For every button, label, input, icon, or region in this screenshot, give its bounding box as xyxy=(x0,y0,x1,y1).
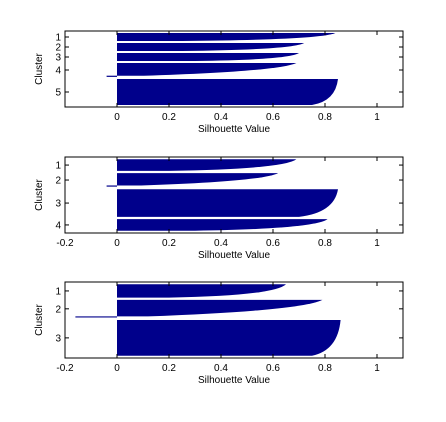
y-axis-label: Cluster xyxy=(34,303,45,335)
x-tick-label: 0.2 xyxy=(162,238,176,249)
cluster-bar-4 xyxy=(117,219,328,231)
cluster-bar-1 xyxy=(117,33,336,41)
y-tick-label: 1 xyxy=(55,33,61,44)
y-tick-label: 3 xyxy=(55,199,61,210)
y-tick-label: 5 xyxy=(55,88,61,99)
y-tick-label: 2 xyxy=(55,43,61,54)
cluster-bar-2 xyxy=(117,299,323,317)
x-axis-label: Silhouette Value xyxy=(198,250,271,261)
y-tick-label: 4 xyxy=(55,220,61,231)
y-tick-label: 3 xyxy=(55,333,61,344)
x-tick-label: 0.6 xyxy=(266,363,280,374)
y-tick-label: 2 xyxy=(55,304,61,315)
x-tick-label: 0.6 xyxy=(266,238,280,249)
x-tick-label: -0.2 xyxy=(56,363,74,374)
silhouette-chart-2: 1 2 3 4 -0.2 0 0.2 0.4 0.6 0.8 1 Silhouette Value Cl… xyxy=(34,156,404,261)
x-tick-label: 0.2 xyxy=(162,112,176,123)
x-tick-label: 0.4 xyxy=(214,238,228,249)
cluster-bar-3 xyxy=(117,53,299,61)
x-tick-label: 0 xyxy=(114,112,120,123)
x-tick-label: 1 xyxy=(374,238,380,249)
x-tick-label: 0.2 xyxy=(162,363,176,374)
x-tick-label: 1 xyxy=(374,112,380,123)
silhouette-chart-3: 1 2 3 -0.2 0 0.2 0.4 0.6 0.8 1 Silhouette Value Clu… xyxy=(34,281,404,386)
x-tick-label: 0.8 xyxy=(318,238,332,249)
x-tick-label: 0.4 xyxy=(214,112,228,123)
x-tick-label: -0.2 xyxy=(56,238,74,249)
cluster-bar-2 xyxy=(117,43,305,51)
x-tick-label: 0.4 xyxy=(214,363,228,374)
y-tick-label: 1 xyxy=(55,161,61,172)
cluster-bar-3 xyxy=(117,189,338,217)
x-tick-label: 0.6 xyxy=(266,112,280,123)
x-axis-label: Silhouette Value xyxy=(198,375,271,386)
x-tick-label: 0 xyxy=(114,238,120,249)
x-tick-label: 0.8 xyxy=(318,112,332,123)
cluster-bar-4 xyxy=(117,63,297,76)
cluster-bar-2 xyxy=(117,173,279,186)
x-tick-label: 0 xyxy=(114,363,120,374)
cluster-bar-1 xyxy=(117,284,286,298)
cluster-bar-5 xyxy=(117,79,338,105)
cluster-bar-1 xyxy=(117,159,297,171)
y-axis-label: Cluster xyxy=(34,52,45,84)
x-tick-label: 0.8 xyxy=(318,363,332,374)
x-tick-label: 1 xyxy=(374,363,380,374)
x-axis-label: Silhouette Value xyxy=(198,124,271,135)
y-tick-label: 4 xyxy=(55,66,61,77)
y-axis-label: Cluster xyxy=(34,178,45,210)
y-tick-label: 3 xyxy=(55,53,61,64)
y-tick-label: 1 xyxy=(55,286,61,297)
cluster-bar-3 xyxy=(117,320,341,356)
y-tick-label: 2 xyxy=(55,176,61,187)
